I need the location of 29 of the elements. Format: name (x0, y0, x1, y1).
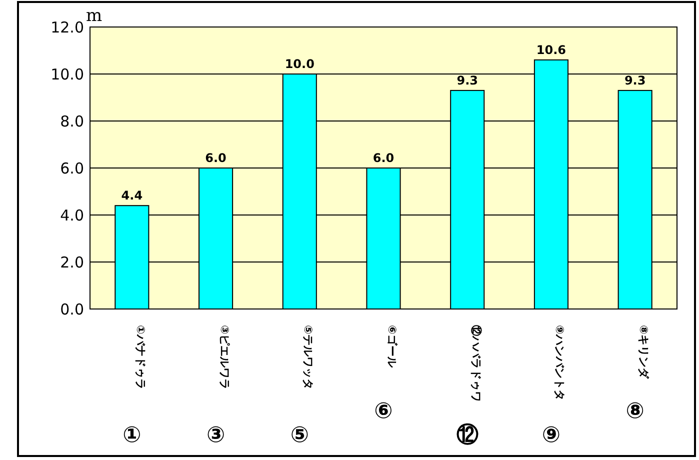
data-label: 9.3 (624, 73, 646, 88)
text: ⑧ (626, 399, 644, 424)
y-tick-label: 8.0 (60, 112, 84, 130)
y-axis-title: m (86, 6, 102, 26)
text: ③ (206, 423, 226, 448)
text: ① (122, 423, 142, 448)
text: ⑤ (290, 423, 309, 448)
y-tick-label: 2.0 (60, 253, 84, 272)
data-label: 9.3 (456, 73, 478, 88)
y-tick-label: 6.0 (60, 159, 84, 178)
text: ⑥ (374, 399, 393, 424)
x-tick-label: ⑧キリンダ (637, 325, 650, 380)
data-label: 4.4 (121, 188, 143, 203)
data-label: 6.0 (372, 151, 394, 165)
y-tick-label: 0.0 (60, 300, 84, 318)
y-tick-label: 4.0 (60, 206, 84, 224)
x-tick-label: ⑫ハバラドゥワ (469, 325, 482, 402)
data-label: 10.0 (284, 57, 314, 71)
text: ⑨ (542, 423, 561, 448)
y-tick-label: 12.0 (50, 18, 84, 36)
x-tick-label: ①バナドゥラ (134, 325, 147, 390)
x-tick-label: ③ピエルワラ (218, 325, 231, 390)
y-tick-label: 10.0 (50, 65, 84, 84)
x-tick-label: ⑥ゴール (386, 325, 398, 368)
x-tick-label: ⑤テルワッタ (302, 325, 315, 390)
text: ⑫ (456, 423, 478, 448)
data-label: 10.6 (536, 42, 566, 57)
data-label: 6.0 (205, 151, 226, 165)
x-tick-label: ⑨ハンバントタ (553, 325, 566, 400)
